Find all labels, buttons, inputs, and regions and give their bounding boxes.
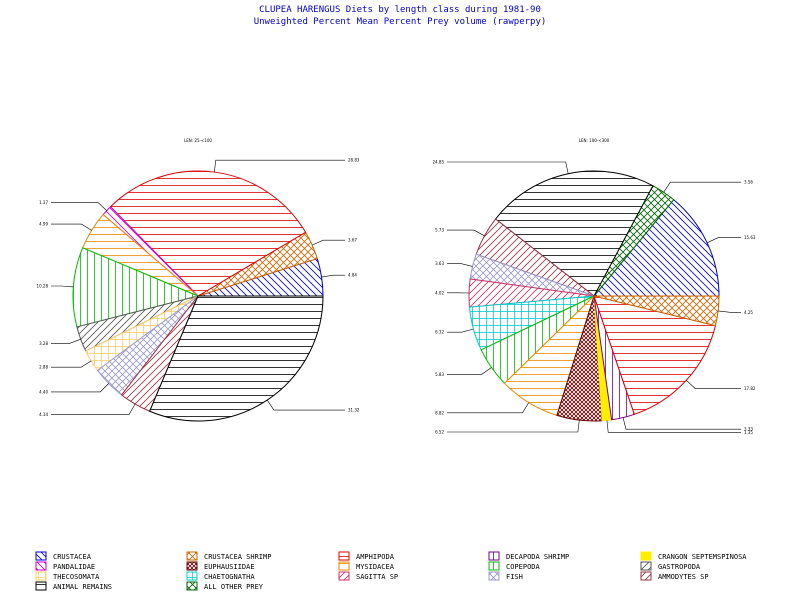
pie-1-leader-amphipoda xyxy=(214,159,345,173)
legend-swatch-mysidacea xyxy=(338,561,350,571)
pie-1-value-amphipoda: 28.83 xyxy=(348,158,360,163)
legend-swatch-gastropoda xyxy=(640,561,652,571)
pie-1-leader-gastropoda xyxy=(51,338,81,344)
pie-1-value-ammodytes-sp: 4.14 xyxy=(39,412,48,417)
pie-2-value-decapoda-shrimp: 3.33 xyxy=(744,427,753,432)
legend-label-ammodytes-sp: AMMODYTES SP xyxy=(658,573,709,581)
pie-1-leader-crustacea-shrimp xyxy=(312,239,345,246)
legend-label-crustacea: CRUSTACEA xyxy=(53,553,92,561)
pie-1-value-gastropoda: 3.28 xyxy=(39,341,48,346)
pie-2-slice-animal-remains xyxy=(494,170,654,297)
pie-2-value-chaetognatha: 6.32 xyxy=(435,330,444,335)
legend-label-crangon-septemspinosa: CRANGON SEPTEMSPINOSA xyxy=(658,553,747,561)
pie-1-leader-thecosomata xyxy=(51,360,92,368)
legend-label-sagitta-sp: SAGITTA SP xyxy=(356,573,398,581)
legend-swatch-fish xyxy=(488,571,500,581)
pie-chart-2: 15.63 3.56 24.85 5.73 3.63 4.02 6.32 5.83 8.82 6.… xyxy=(433,160,756,435)
legend-swatch-ammodytes-sp xyxy=(640,571,652,581)
pie-1-value-pandalidae: 1.37 xyxy=(39,200,48,205)
legend-swatch-amphipoda xyxy=(338,551,350,561)
pie-2-slice-amphipoda xyxy=(593,295,717,415)
pie-1-value-thecosomata: 2.88 xyxy=(39,365,48,370)
pie-2-value-mysidacea: 8.82 xyxy=(435,410,444,415)
pie-2-value-copepoda: 5.83 xyxy=(435,372,444,377)
pie-1-label: LEN: 25-<100 xyxy=(184,138,212,143)
pie-2-leader-fish xyxy=(447,263,473,267)
legend-swatch-chaetognatha xyxy=(186,571,198,581)
pie-2-value-animal-remains: 24.85 xyxy=(433,160,445,165)
legend-label-decapoda-shrimp: DECAPODA SHRIMP xyxy=(506,553,569,561)
pie-2-leader-all-other-prey xyxy=(663,181,741,193)
legend-swatch-all-other-prey xyxy=(186,581,198,591)
legend-swatch-copepoda xyxy=(488,561,500,571)
pie-2-leader-mysidacea xyxy=(447,402,529,414)
legend: CRUSTACEA CRUSTACEA SHRIMP AMPHIPODA DECAPO… xyxy=(35,551,747,591)
legend-label-crustacea-shrimp: CRUSTACEA SHRIMP xyxy=(204,553,271,561)
pie-1-value-crustacea-shrimp: 3.67 xyxy=(348,238,357,243)
pie-2-leader-ammodytes-sp xyxy=(447,229,485,237)
legend-swatch-pandalidae xyxy=(35,561,47,571)
pie-1-value-mysidacea: 4.99 xyxy=(39,222,48,227)
legend-label-fish: FISH xyxy=(506,573,523,581)
pie-2-leader-euphausiidae xyxy=(447,420,580,433)
pie-1-value-copepoda: 10.28 xyxy=(37,284,49,289)
pie-2-value-ammodytes-sp: 5.73 xyxy=(435,228,444,233)
pie-1-leader-ammodytes-sp xyxy=(51,403,136,415)
pie-1-leader-crustacea xyxy=(321,274,345,278)
legend-label-chaetognatha: CHAETOGNATHA xyxy=(204,573,255,581)
pie-2-value-amphipoda: 17.82 xyxy=(744,386,756,391)
legend-swatch-animal-remains xyxy=(35,581,47,591)
pie-2-leader-chaetognatha xyxy=(447,328,474,333)
pie-2-leader-crustacea-shrimp xyxy=(718,310,741,313)
pie-2-leader-crustacea xyxy=(706,237,741,244)
pie-2-leader-animal-remains xyxy=(447,161,569,174)
legend-swatch-decapoda-shrimp xyxy=(488,551,500,561)
pie-2-leader-amphipoda xyxy=(686,380,741,389)
pie-2-label: LEN: 100-<300 xyxy=(579,138,610,143)
pie-2-value-sagitta-sp: 4.02 xyxy=(435,290,444,295)
pie-1-leader-copepoda xyxy=(51,285,74,288)
legend-label-all-other-prey: ALL OTHER PREY xyxy=(204,583,264,591)
pie-1-slice-copepoda xyxy=(72,247,200,328)
pie-2-value-euphausiidae: 6.52 xyxy=(435,430,444,435)
pie-1-slice-animal-remains xyxy=(149,295,324,422)
pie-2-value-fish: 3.63 xyxy=(435,261,444,266)
pie-1-leader-animal-remains xyxy=(266,399,345,411)
pie-2-leader-decapoda-shrimp xyxy=(622,417,741,430)
pie-2-value-crangon-septemspinosa: 1.35 xyxy=(744,430,753,435)
chart-subtitle: Unweighted Percent Mean Percent Prey vol… xyxy=(254,17,547,27)
pie-1-leader-mysidacea xyxy=(51,223,92,231)
pie-1-value-animal-remains: 31.32 xyxy=(348,408,360,413)
pie-2-value-all-other-prey: 3.56 xyxy=(744,180,753,185)
legend-label-amphipoda: AMPHIPODA xyxy=(356,553,395,561)
pie-2-leader-copepoda xyxy=(447,367,492,375)
pie-2-value-crustacea-shrimp: 4.25 xyxy=(744,310,753,315)
legend-swatch-sagitta-sp xyxy=(338,571,350,581)
pie-1-leader-fish xyxy=(51,383,109,393)
pie-1-value-fish: 4.40 xyxy=(39,389,48,394)
pie-chart-1: 4.84 3.67 28.83 1.37 4.99 10.28 3.28 2.88 4.40 4.… xyxy=(37,158,360,422)
legend-label-gastropoda: GASTROPODA xyxy=(658,563,701,571)
pie-2-value-crustacea: 15.63 xyxy=(744,235,756,240)
legend-label-thecosomata: THECOSOMATA xyxy=(53,573,100,581)
pie-2-leader-crangon-septemspinosa xyxy=(606,420,741,433)
legend-label-animal-remains: ANIMAL REMAINS xyxy=(53,583,112,591)
legend-swatch-thecosomata xyxy=(35,571,47,581)
legend-label-mysidacea: MYSIDACEA xyxy=(356,563,395,571)
pie-1-value-crustacea: 4.84 xyxy=(348,273,357,278)
pie-1-leader-pandalidae xyxy=(51,202,107,211)
legend-label-copepoda: COPEPODA xyxy=(506,563,541,571)
chart-title: CLUPEA HARENGUS Diets by length class du… xyxy=(259,5,541,15)
legend-swatch-crustacea-shrimp xyxy=(186,551,198,561)
legend-label-pandalidae: PANDALIDAE xyxy=(53,563,95,571)
pie-1-slice-amphipoda xyxy=(109,170,307,297)
legend-label-euphausiidae: EUPHAUSIIDAE xyxy=(204,563,255,571)
legend-swatch-crangon-septemspinosa xyxy=(640,551,652,561)
legend-swatch-euphausiidae xyxy=(186,561,198,571)
legend-swatch-crustacea xyxy=(35,551,47,561)
